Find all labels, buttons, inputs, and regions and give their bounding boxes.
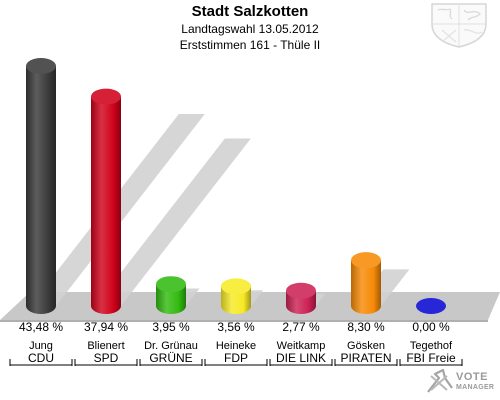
party-label: GRÜNE: [149, 351, 192, 365]
bar: [156, 284, 186, 314]
bar-top: [416, 298, 446, 314]
candidate-label: Blienert: [87, 340, 124, 352]
bar-top: [286, 282, 316, 299]
bar: [91, 96, 121, 314]
bar-shadow: [95, 138, 251, 306]
party-label: FBI Freie: [406, 351, 456, 365]
value-label: 2,77 %: [282, 320, 320, 334]
bar: [351, 260, 381, 314]
candidate-label: Jung: [29, 340, 53, 352]
party-label: SPD: [94, 351, 119, 365]
logo-text-vote: VOTE: [456, 371, 488, 383]
value-label: 8,30 %: [347, 320, 385, 334]
party-label: DIE LINK: [276, 351, 326, 365]
value-label: 43,48 %: [19, 320, 63, 334]
candidate-label: Dr. Grünau: [144, 340, 198, 352]
chart-floor-edge: [0, 320, 488, 322]
value-label: 0,00 %: [412, 320, 450, 334]
bar-top: [26, 58, 56, 74]
bar-top: [221, 278, 251, 295]
chart-subtitle-election: Landtagswahl 13.05.2012: [181, 22, 319, 36]
party-label: PIRATEN: [340, 351, 391, 365]
chart-subtitle-district: Erststimmen 161 - Thüle II: [179, 38, 321, 52]
bar-top: [91, 88, 121, 105]
bar-top: [351, 252, 381, 269]
candidate-label: Tegethof: [410, 340, 453, 352]
value-label: 37,94 %: [84, 320, 128, 334]
bar-top: [156, 276, 186, 293]
logo-text-manager: MANAGER: [456, 384, 495, 391]
bar: [26, 66, 56, 314]
value-label: 3,95 %: [152, 320, 190, 334]
vote-manager-logo-icon: [427, 368, 453, 393]
candidate-label: Gösken: [347, 340, 385, 352]
coat-of-arms-icon: [431, 3, 487, 48]
party-label: CDU: [28, 351, 54, 365]
candidate-label: Heineke: [216, 340, 256, 352]
value-label: 3,56 %: [217, 320, 255, 334]
chart-title: Stadt Salzkotten: [191, 3, 309, 20]
candidate-label: Weitkamp: [277, 340, 326, 352]
party-label: FDP: [224, 351, 248, 365]
